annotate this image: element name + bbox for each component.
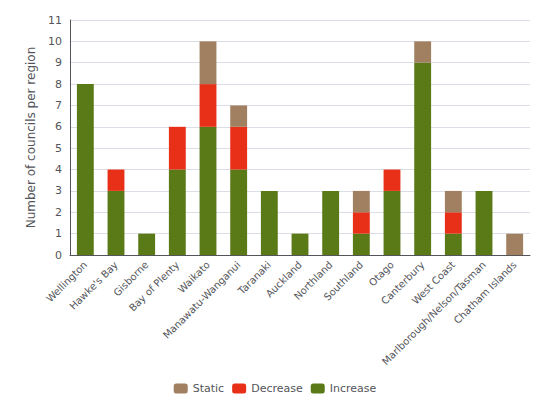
svg-text:8: 8	[55, 78, 62, 91]
svg-text:5: 5	[55, 142, 62, 155]
svg-text:Bay of Plenty: Bay of Plenty	[127, 259, 181, 313]
svg-text:11: 11	[48, 14, 62, 27]
svg-text:Northland: Northland	[291, 259, 335, 302]
svg-text:9: 9	[55, 56, 62, 69]
svg-text:Canterbury: Canterbury	[379, 259, 427, 307]
svg-text:10: 10	[48, 35, 62, 48]
svg-text:Increase: Increase	[330, 382, 377, 395]
svg-text:2: 2	[55, 206, 62, 219]
svg-text:1: 1	[55, 227, 62, 240]
svg-text:Manawatu-Wanganui: Manawatu-Wanganui	[161, 259, 243, 341]
svg-text:Marlborough/Nelson/Tasman: Marlborough/Nelson/Tasman	[379, 259, 488, 368]
svg-text:Decrease: Decrease	[251, 382, 303, 395]
svg-text:Wellington: Wellington	[44, 259, 90, 305]
svg-text:Chatham Islands: Chatham Islands	[452, 259, 519, 326]
svg-text:4: 4	[55, 163, 62, 176]
svg-text:Southland: Southland	[322, 259, 366, 303]
svg-text:Auckland: Auckland	[263, 259, 304, 300]
svg-text:7: 7	[55, 99, 62, 112]
svg-text:Gisborne: Gisborne	[111, 259, 151, 299]
svg-text:0: 0	[55, 249, 62, 262]
svg-text:Otago: Otago	[367, 259, 396, 288]
svg-text:Taranaki: Taranaki	[235, 259, 274, 297]
svg-text:Number of councils per region: Number of councils per region	[24, 47, 38, 229]
svg-text:3: 3	[55, 184, 62, 197]
svg-text:Static: Static	[193, 382, 224, 395]
svg-text:Waikato: Waikato	[175, 259, 212, 296]
svg-text:Hawke's Bay: Hawke's Bay	[67, 259, 120, 312]
svg-text:6: 6	[55, 120, 62, 133]
svg-text:West Coast: West Coast	[409, 259, 458, 307]
